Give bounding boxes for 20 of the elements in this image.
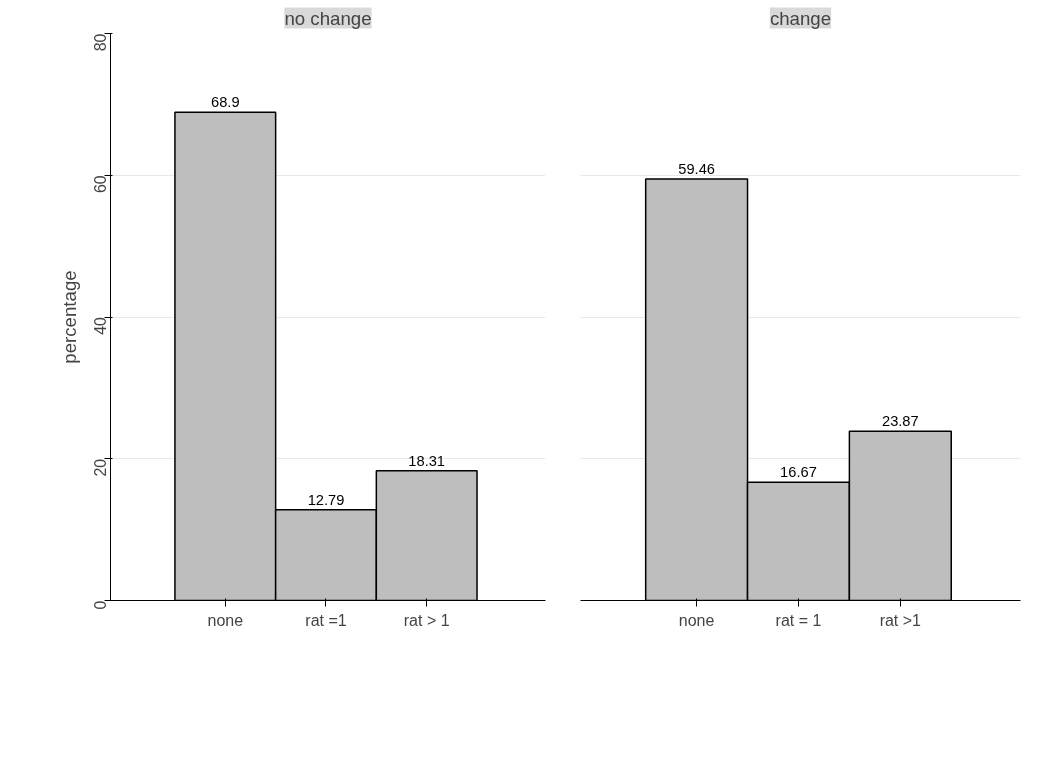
y-tick-label: 40 — [91, 316, 109, 335]
data-label: 59.46 — [678, 161, 715, 178]
chart-title: change — [769, 7, 832, 29]
y-tick-label: 20 — [91, 458, 109, 477]
y-axis-title: percentage — [58, 270, 80, 364]
x-tick-label: none — [207, 611, 244, 629]
chart-title: no change — [284, 7, 372, 29]
x-tick-label: rat > 1 — [403, 611, 450, 629]
y-tick-label: 80 — [91, 33, 109, 52]
x-tick-label: rat >1 — [879, 611, 922, 629]
data-label: 23.87 — [881, 413, 919, 430]
data-label: 16.67 — [780, 464, 817, 481]
data-label: 68.9 — [211, 94, 240, 111]
x-tick-label: none — [678, 611, 715, 629]
data-label: 12.79 — [307, 491, 345, 508]
data-label: 18.31 — [408, 452, 446, 469]
x-tick-label: rat = 1 — [775, 611, 822, 629]
y-tick-label: 60 — [91, 175, 109, 194]
y-tick-label: 0 — [91, 600, 109, 610]
x-tick-label: rat =1 — [305, 611, 347, 629]
